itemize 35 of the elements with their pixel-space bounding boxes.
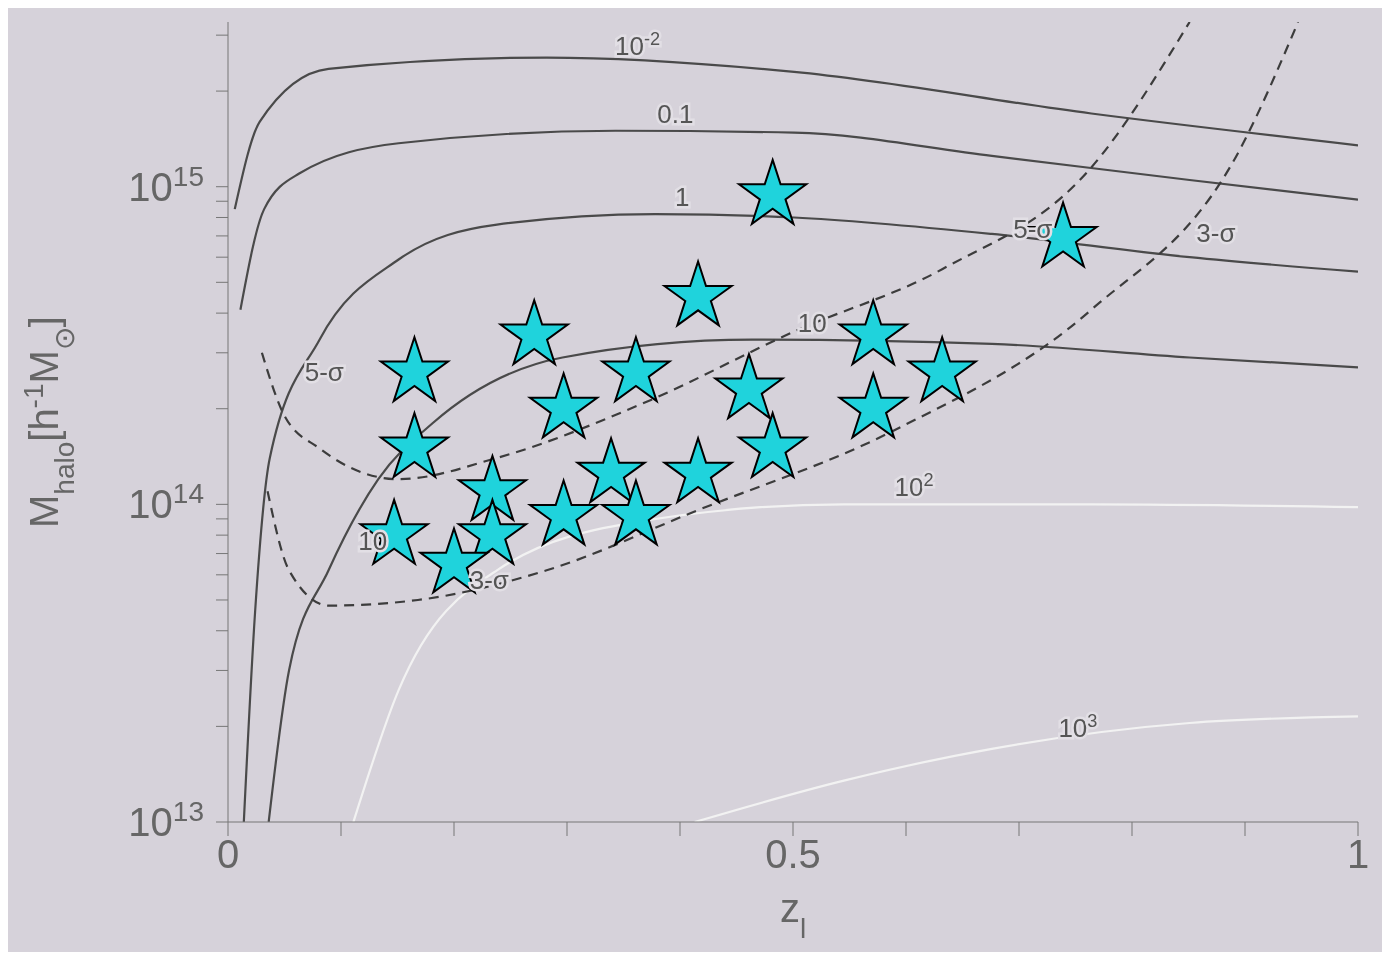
- annotation: 1: [675, 182, 690, 213]
- annotation: 0.1: [657, 98, 694, 129]
- point: [379, 336, 450, 403]
- point: [527, 477, 600, 547]
- line-series: [267, 338, 1358, 822]
- line-series: [233, 56, 1358, 211]
- line-series: [693, 715, 1358, 822]
- point: [457, 454, 528, 521]
- line-series: [352, 503, 1358, 822]
- point: [736, 410, 810, 480]
- x-tick-label: 0: [216, 832, 240, 876]
- point: [836, 297, 910, 367]
- point: [599, 477, 673, 547]
- x-tick-label: 0.5: [765, 832, 821, 876]
- point: [905, 334, 979, 404]
- annotation: 10$^{-2}$: [615, 29, 661, 62]
- annotation: 3-σ: [469, 565, 509, 596]
- point: [736, 157, 810, 227]
- line-series: [242, 212, 1358, 822]
- annotation: 5-σ: [304, 357, 344, 388]
- annotation: 10$^{2}$: [894, 470, 934, 503]
- annotation: 3-σ: [1196, 218, 1236, 249]
- point: [661, 258, 735, 328]
- y-tick-label: 10$^{14}$: [128, 477, 204, 527]
- line-series: [239, 129, 1358, 311]
- x-axis-title: z$_{l}$: [779, 886, 807, 944]
- x-tick-label: 1: [1346, 832, 1370, 876]
- y-tick-label: 10$^{15}$: [128, 160, 204, 209]
- point: [379, 412, 450, 478]
- point: [456, 496, 529, 566]
- point: [497, 297, 571, 367]
- y-tick-label: 10$^{13}$: [128, 795, 204, 844]
- line-series: [266, 22, 1300, 607]
- point: [836, 370, 910, 440]
- annotation: 10$^{3}$: [1058, 710, 1098, 743]
